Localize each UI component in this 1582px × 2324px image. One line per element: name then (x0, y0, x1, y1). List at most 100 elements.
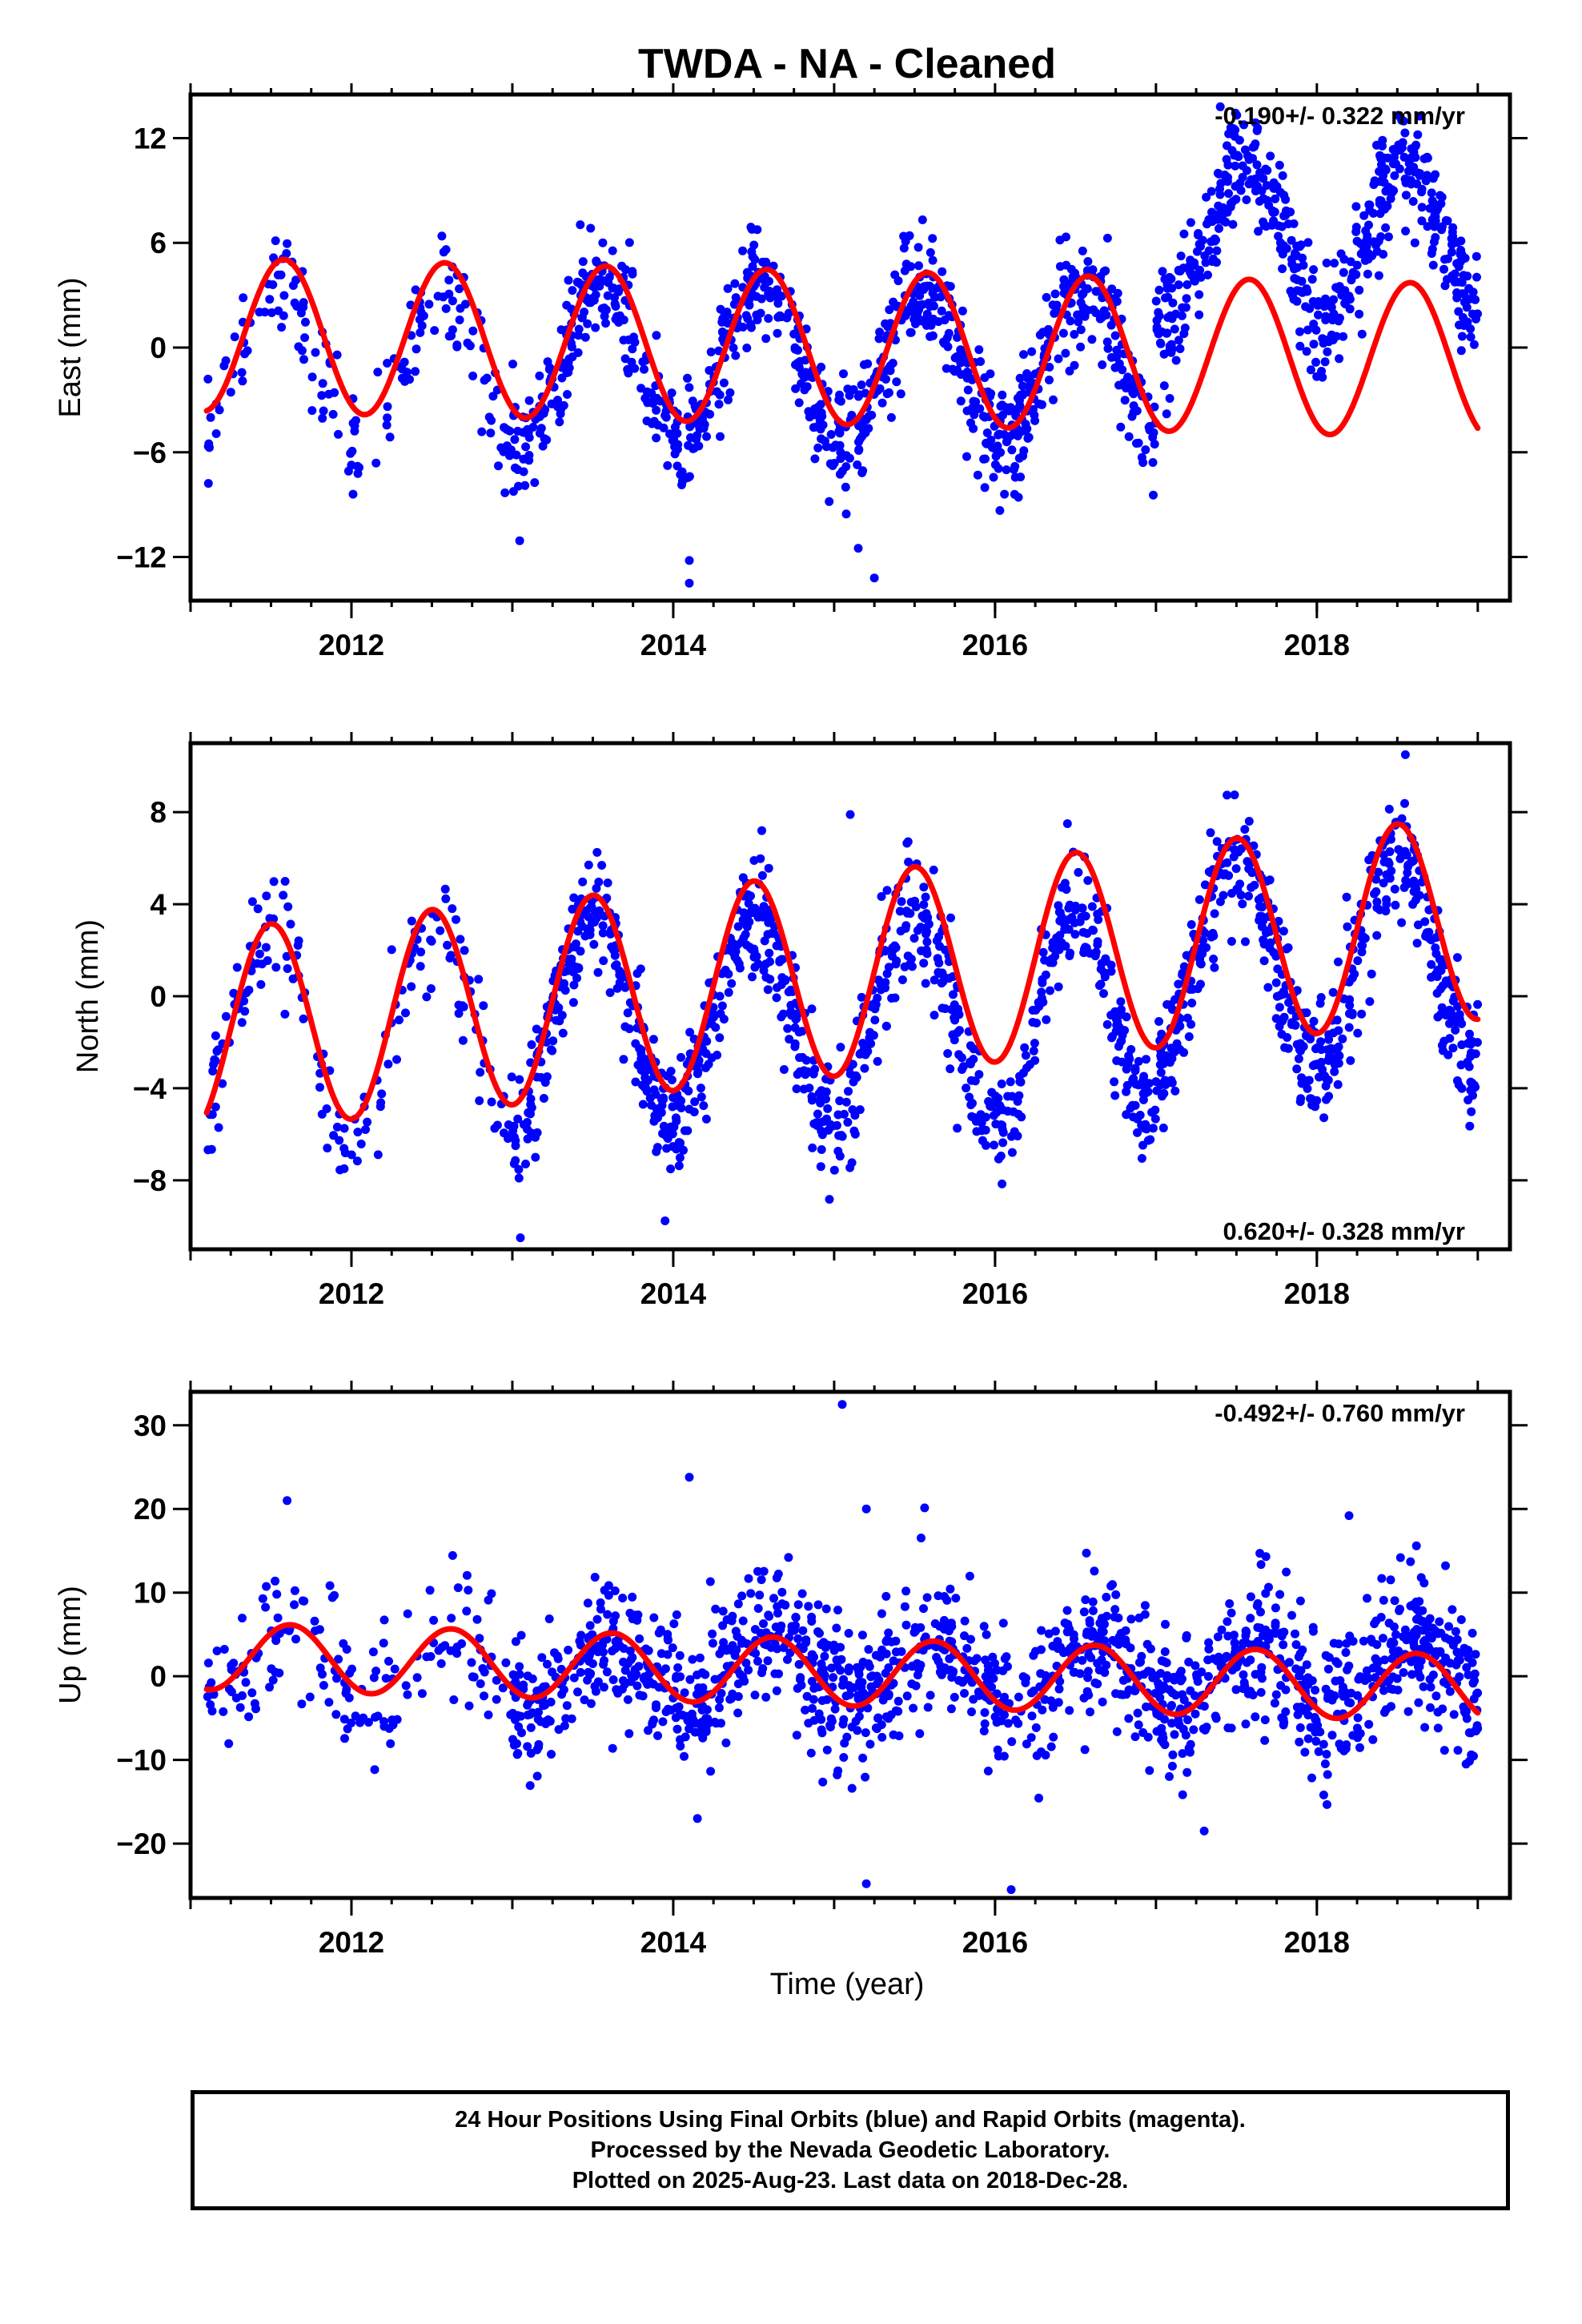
east-data-point (276, 270, 286, 279)
north-data-point (715, 1033, 725, 1043)
east-data-point (1161, 293, 1170, 303)
east-data-point (1223, 160, 1233, 170)
east-data-point (1266, 151, 1275, 161)
east-data-point (841, 509, 851, 519)
north-data-point (992, 1108, 1002, 1117)
north-data-point (1170, 1086, 1180, 1096)
up-data-point (702, 1705, 712, 1715)
up-data-point (1462, 1663, 1472, 1672)
north-data-point (1382, 899, 1391, 909)
north-data-point (1062, 819, 1072, 828)
east-data-point (1248, 143, 1258, 152)
up-data-point (1182, 1767, 1192, 1777)
north-data-point (262, 891, 271, 901)
up-data-point (422, 1652, 432, 1662)
east-data-point (1303, 238, 1313, 247)
north-data-point (890, 993, 900, 1003)
north-data-point (888, 943, 897, 953)
up-data-point (258, 1594, 267, 1603)
north-data-point (1229, 852, 1239, 862)
up-data-point (623, 1695, 632, 1704)
east-data-point (1218, 211, 1227, 220)
up-data-point (1014, 1692, 1023, 1702)
north-data-point (870, 1015, 880, 1025)
up-data-point (940, 1592, 949, 1601)
north-data-point (1210, 963, 1219, 972)
up-data-point (951, 1594, 961, 1603)
up-data-point (841, 1691, 851, 1701)
east-data-point (745, 300, 754, 310)
up-data-point (680, 1751, 689, 1761)
east-data-point (1162, 328, 1171, 338)
up-data-point (750, 1625, 760, 1634)
east-data-point (447, 331, 456, 340)
east-data-point (441, 245, 451, 255)
north-data-point (848, 1105, 857, 1115)
north-data-point (679, 1145, 688, 1155)
up-data-point (1082, 1630, 1091, 1639)
east-data-point (914, 305, 924, 315)
north-data-point (407, 982, 416, 991)
up-data-point (889, 1730, 898, 1739)
up-data-point (468, 1672, 477, 1682)
east-data-point (1456, 257, 1465, 267)
east-data-point (836, 396, 845, 406)
north-data-point (286, 919, 295, 929)
east-data-point (994, 464, 1003, 473)
up-data-point (509, 1740, 519, 1750)
up-data-point (467, 1658, 476, 1667)
up-data-point (693, 1814, 702, 1823)
up-data-point (1122, 1639, 1130, 1649)
north-data-point (1154, 1017, 1163, 1026)
east-data-point (800, 385, 809, 395)
up-data-point (1271, 1603, 1280, 1613)
north-data-point (949, 990, 958, 999)
up-data-point (1311, 1686, 1320, 1695)
up-data-point (776, 1625, 785, 1634)
east-data-point (938, 267, 947, 276)
east-data-point (1369, 180, 1379, 189)
east-data-point (347, 446, 357, 456)
north-data-point (909, 934, 919, 943)
north-data-point (813, 1109, 822, 1119)
up-data-point (1102, 1592, 1111, 1602)
north-data-point (829, 1165, 839, 1175)
east-data-point (1431, 233, 1440, 242)
up-data-point (838, 1719, 848, 1729)
north-data-point (677, 1052, 685, 1062)
north-data-point (347, 1150, 356, 1160)
north-data-point (717, 1001, 727, 1011)
north-data-point (620, 1022, 630, 1031)
up-data-point (663, 1634, 673, 1644)
east-data-point (742, 344, 752, 352)
north-data-point (1330, 1067, 1339, 1076)
east-data-point (1076, 325, 1086, 335)
east-data-point (1456, 246, 1466, 255)
east-data-point (652, 393, 661, 403)
up-data-point (1320, 1759, 1330, 1768)
up-data-point (708, 1629, 717, 1638)
up-data-point (516, 1630, 526, 1640)
east-data-point (1154, 308, 1163, 317)
east-data-point (705, 366, 714, 375)
up-data-point (649, 1613, 659, 1622)
east-data-point (1045, 376, 1054, 384)
east-data-point (1015, 373, 1025, 383)
east-data-point (1355, 285, 1364, 295)
up-data-point (625, 1608, 635, 1618)
up-y-tick-label: 0 (150, 1660, 167, 1693)
north-data-point (516, 1233, 525, 1243)
east-data-point (706, 348, 716, 356)
east-data-point (486, 428, 496, 438)
east-data-point (1132, 439, 1141, 448)
up-data-point (1182, 1633, 1191, 1642)
up-data-point (1277, 1713, 1287, 1723)
north-data-point (1118, 1057, 1126, 1067)
north-data-point (555, 1016, 564, 1026)
east-data-point (883, 322, 893, 332)
north-data-point (786, 1000, 796, 1010)
north-data-point (882, 886, 892, 895)
up-data-point (1464, 1728, 1474, 1738)
east-data-point (1123, 372, 1133, 382)
north-data-point (1064, 915, 1074, 924)
